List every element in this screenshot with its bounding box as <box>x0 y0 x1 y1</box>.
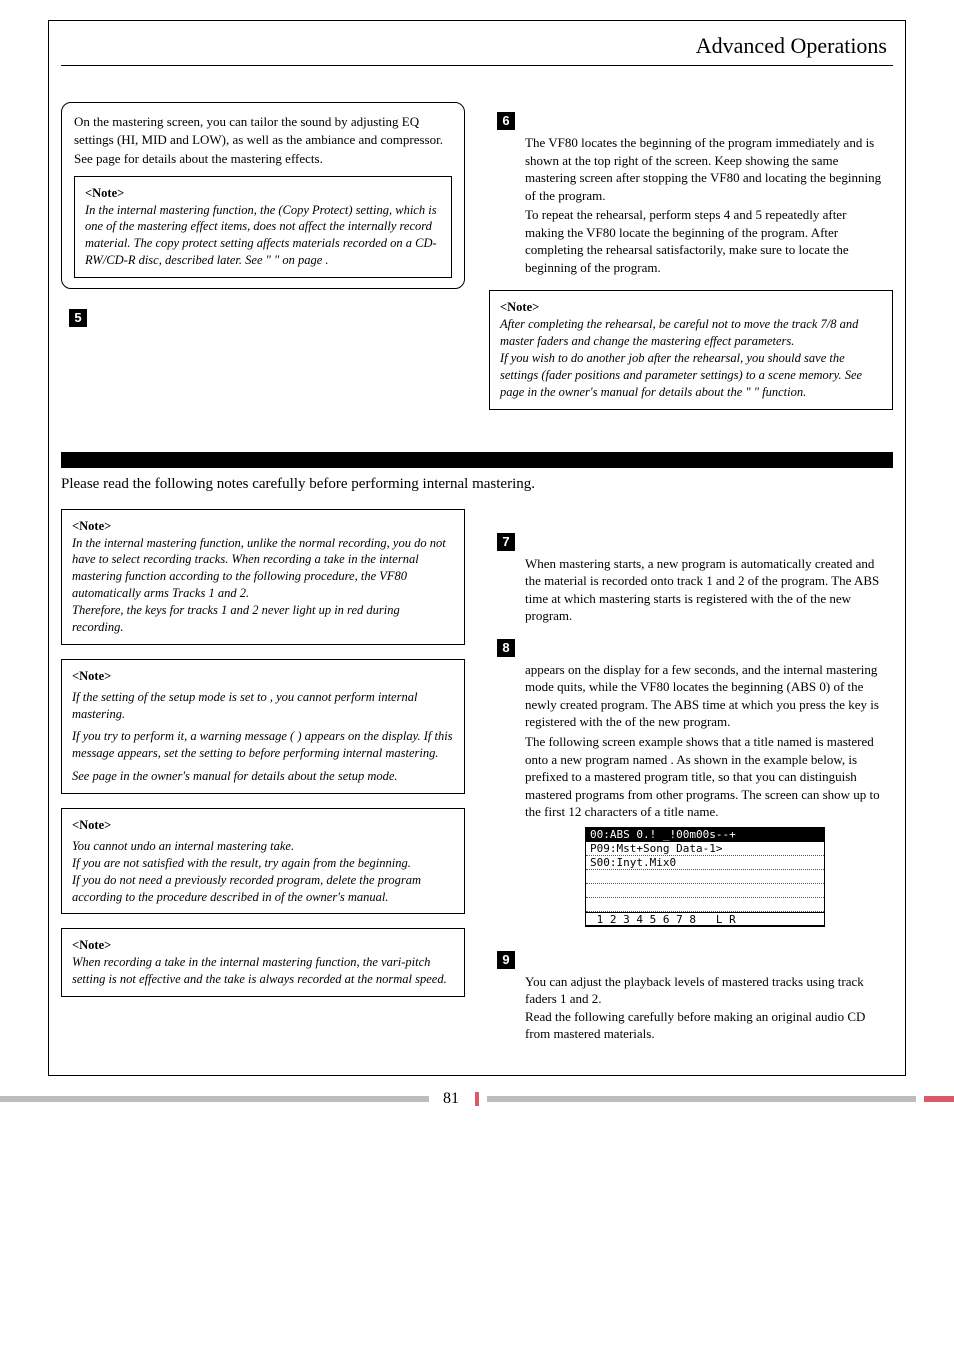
page-number-tick-icon <box>475 1092 479 1106</box>
lcd-screenshot: 00:ABS 0.! _!00m00s--+ P09:Mst+Song Data… <box>585 827 825 927</box>
page-number: 81 <box>437 1090 465 1108</box>
step-6-body-2: To repeat the rehearsal, perform steps 4… <box>525 206 885 276</box>
lcd-row-2: P09:Mst+Song Data-1> <box>586 842 824 856</box>
lcd-row-4: 1 2 3 4 5 6 7 8 L R <box>586 912 824 926</box>
note-track-select: <Note> In the internal mastering functio… <box>61 509 465 645</box>
footer-rule-right <box>487 1096 916 1102</box>
lcd-row-blank2 <box>586 884 824 898</box>
rehearsal-note-text: After completing the rehearsal, be caref… <box>500 317 862 399</box>
copy-protect-note: <Note> In the internal mastering functio… <box>74 176 452 278</box>
lcd-row-blank1 <box>586 870 824 884</box>
step-5: 5 <box>69 309 457 327</box>
note-varipitch: <Note> When recording a take in the inte… <box>61 928 465 997</box>
copy-protect-text: In the internal mastering function, the … <box>85 203 437 268</box>
lcd-row-3: S00:Inyt.Mix0 <box>586 856 824 870</box>
note-label: <Note> <box>72 669 111 683</box>
section-divider-bar <box>61 452 893 468</box>
step-5-number: 5 <box>69 309 87 327</box>
note-undo-p3: If you do not need a previously recorded… <box>72 872 454 906</box>
lcd-row-1: 00:ABS 0.! _!00m00s--+ <box>586 828 824 842</box>
note-label: <Note> <box>72 818 111 832</box>
mastering-para: On the mastering screen, you can tailor … <box>74 113 452 148</box>
note-track-select-text: In the internal mastering function, unli… <box>72 536 446 634</box>
note-label: <Note> <box>85 186 124 200</box>
step-7-body: When mastering starts, a new program is … <box>525 555 885 625</box>
note-label: <Note> <box>72 938 111 952</box>
step-7-number: 7 <box>497 533 515 551</box>
step-8-p2: The following screen example shows that … <box>525 733 885 821</box>
section-lead-text: Please read the following notes carefull… <box>61 476 893 493</box>
step-9-p1: You can adjust the playback levels of ma… <box>525 973 885 1008</box>
note-label: <Note> <box>72 519 111 533</box>
note-label: <Note> <box>500 300 539 314</box>
note-setup-p1: If the setting of the setup mode is set … <box>72 689 454 723</box>
step-8: 8 appears on the display for a few secon… <box>497 639 885 927</box>
note-setup-mode: <Note> If the setting of the setup mode … <box>61 659 465 794</box>
note-undo-p1: You cannot undo an internal mastering ta… <box>72 838 454 855</box>
step-6: 6 The VF80 locates the beginning of the … <box>497 112 885 276</box>
note-undo-p2: If you are not satisfied with the result… <box>72 855 454 872</box>
mastering-seepage: See page for details about the mastering… <box>74 150 452 168</box>
page-footer: 81 <box>0 1090 954 1108</box>
mastering-screen-box: On the mastering screen, you can tailor … <box>61 102 465 289</box>
step-8-p1: appears on the display for a few seconds… <box>525 661 885 731</box>
step-8-number: 8 <box>497 639 515 657</box>
step-6-body-1: The VF80 locates the beginning of the pr… <box>525 134 885 204</box>
note-setup-p3: See page in the owner's manual for detai… <box>72 768 454 785</box>
footer-rule-accent <box>924 1096 954 1102</box>
step-7: 7 When mastering starts, a new program i… <box>497 533 885 625</box>
lcd-row-blank3 <box>586 898 824 912</box>
step-6-number: 6 <box>497 112 515 130</box>
step-9-number: 9 <box>497 951 515 969</box>
note-varipitch-text: When recording a take in the internal ma… <box>72 955 447 986</box>
step-9: 9 You can adjust the playback levels of … <box>497 951 885 1043</box>
footer-rule-left <box>0 1096 429 1102</box>
page-header-title: Advanced Operations <box>61 33 893 66</box>
note-undo: <Note> You cannot undo an internal maste… <box>61 808 465 914</box>
step-9-p2: Read the following carefully before maki… <box>525 1008 885 1043</box>
rehearsal-note: <Note> After completing the rehearsal, b… <box>489 290 893 409</box>
note-setup-p2: If you try to perform it, a warning mess… <box>72 728 454 762</box>
